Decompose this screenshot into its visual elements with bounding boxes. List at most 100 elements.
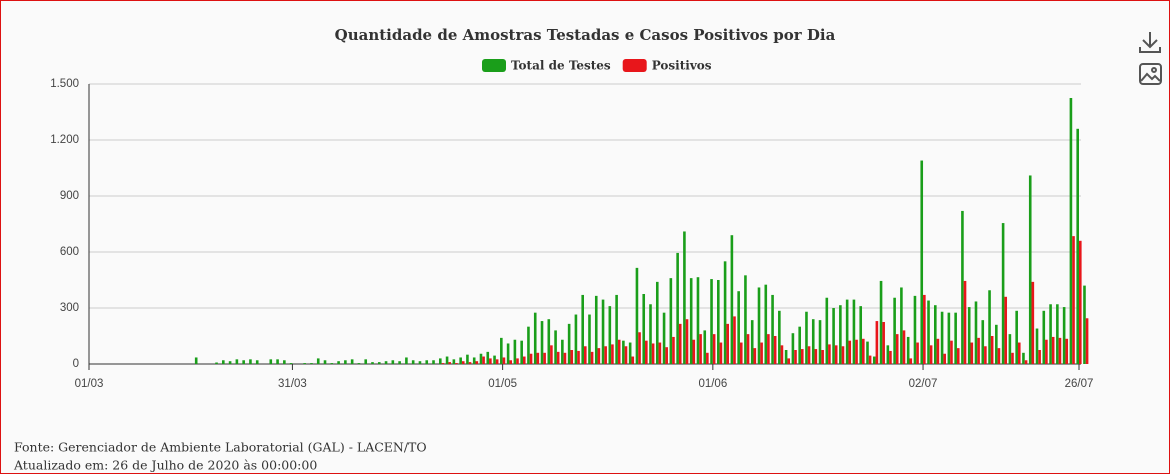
bar: [984, 346, 987, 364]
bar: [927, 300, 930, 364]
bar: [771, 294, 774, 364]
bar: [631, 356, 635, 364]
bar: [943, 353, 946, 364]
bar: [895, 334, 899, 364]
bar: [872, 356, 876, 364]
bar: [967, 307, 971, 364]
bar: [475, 361, 479, 364]
bar: [520, 340, 523, 364]
bar: [533, 312, 537, 364]
bar: [594, 295, 598, 364]
bar: [364, 359, 368, 364]
chart-title: Quantidade de Amostras Testadas e Casos …: [335, 26, 836, 44]
bar: [733, 316, 736, 364]
bar: [316, 358, 320, 364]
bar: [1062, 307, 1066, 364]
bar: [710, 279, 713, 364]
bar: [1065, 338, 1069, 364]
legend: Total de Testes Positivos: [482, 59, 712, 73]
bar: [798, 326, 801, 364]
x-tick-label: 01/05: [488, 378, 517, 390]
bar: [384, 361, 388, 364]
bar: [529, 353, 533, 364]
bar: [215, 362, 218, 364]
bar: [845, 299, 849, 364]
bar: [934, 305, 937, 364]
bar: [855, 339, 858, 364]
bar: [377, 362, 381, 364]
bar: [773, 336, 777, 364]
bar: [194, 357, 198, 364]
bar: [590, 351, 594, 364]
bar: [839, 305, 842, 364]
bar: [563, 352, 567, 364]
bar: [909, 358, 913, 364]
bar: [584, 346, 587, 364]
bar: [461, 361, 465, 364]
bar: [651, 343, 655, 364]
bar: [676, 252, 679, 364]
bar: [794, 350, 797, 364]
bar: [468, 362, 472, 364]
bar: [1056, 304, 1059, 364]
bar: [970, 342, 974, 364]
bar: [685, 319, 689, 364]
y-tick-label: 1.500: [50, 78, 79, 90]
bar: [540, 321, 544, 364]
bar: [1051, 336, 1055, 364]
bar: [289, 363, 293, 364]
download-icon[interactable]: [1139, 32, 1161, 53]
bar: [350, 359, 354, 364]
y-tick-label: 0: [73, 358, 79, 370]
bar: [859, 306, 863, 364]
bar: [852, 299, 856, 364]
bar: [886, 345, 890, 364]
bar: [330, 363, 334, 364]
bar: [439, 358, 442, 364]
bar: [866, 341, 869, 364]
bar: [841, 346, 845, 364]
bar: [706, 352, 709, 364]
bar: [1049, 304, 1052, 364]
bar: [950, 340, 953, 364]
bar: [672, 336, 675, 364]
bar: [963, 280, 967, 364]
bar: [432, 360, 435, 364]
bar: [255, 360, 259, 364]
bar: [778, 310, 781, 364]
bar: [628, 342, 632, 364]
bar: [726, 323, 729, 364]
bar: [746, 334, 750, 364]
bar: [418, 361, 422, 364]
bar: [323, 360, 327, 364]
bar: [787, 358, 791, 364]
bar: [977, 337, 980, 364]
bar: [1076, 128, 1079, 364]
bar: [624, 346, 628, 364]
bar: [1011, 352, 1014, 364]
bar: [513, 339, 517, 364]
bar: [662, 312, 666, 364]
bar: [920, 160, 924, 364]
bar: [1017, 342, 1021, 364]
bar: [947, 312, 951, 364]
bar: [712, 334, 716, 364]
bar: [906, 336, 910, 364]
image-icon[interactable]: [1139, 63, 1162, 85]
bar: [601, 299, 605, 364]
bar: [391, 360, 395, 364]
bar: [486, 351, 490, 364]
bar: [696, 277, 700, 364]
legend-swatch: [622, 59, 647, 72]
bar: [780, 345, 784, 364]
source-note: Fonte: Gerenciador de Ambiente Laborator…: [14, 440, 427, 455]
bar: [398, 361, 401, 364]
bar: [495, 359, 499, 364]
bar: [791, 333, 795, 364]
bar: [683, 231, 686, 364]
bar: [445, 356, 449, 364]
bar: [522, 356, 526, 364]
bar: [1045, 339, 1048, 364]
bar: [916, 342, 919, 364]
bar: [848, 340, 852, 364]
